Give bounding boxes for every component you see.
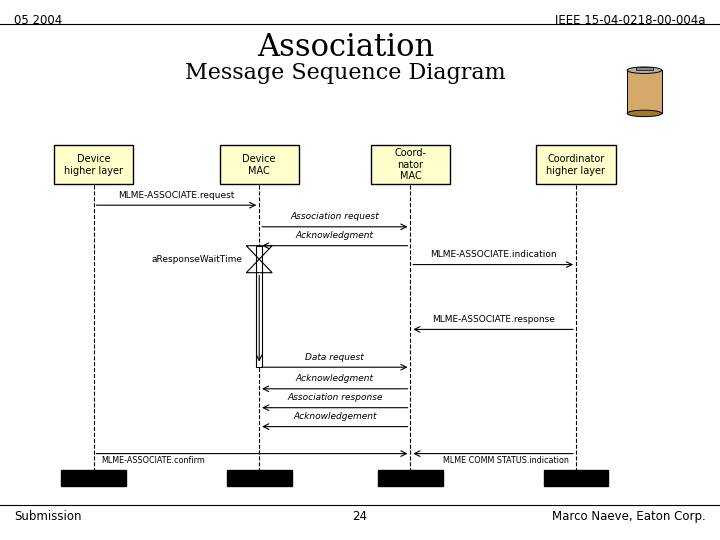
Text: Acknowledgment: Acknowledgment — [296, 374, 374, 383]
Text: Acknowledgment: Acknowledgment — [296, 231, 374, 240]
Ellipse shape — [627, 110, 662, 117]
Text: aResponseWaitTime: aResponseWaitTime — [152, 255, 243, 264]
Text: Device
higher layer: Device higher layer — [64, 154, 123, 176]
Text: Submission: Submission — [14, 510, 82, 523]
Bar — [256, 246, 262, 367]
Bar — [544, 470, 608, 486]
Text: MLME-ASSOCIATE.response: MLME-ASSOCIATE.response — [432, 315, 554, 324]
Ellipse shape — [627, 67, 662, 73]
Bar — [636, 67, 653, 70]
Text: IEEE 15-04-0218-00-004a: IEEE 15-04-0218-00-004a — [555, 14, 706, 26]
Text: 05 2004: 05 2004 — [14, 14, 63, 26]
Bar — [227, 470, 292, 486]
FancyBboxPatch shape — [371, 145, 450, 184]
Text: Data request: Data request — [305, 353, 364, 362]
Bar — [627, 70, 662, 113]
Text: Message Sequence Diagram: Message Sequence Diagram — [185, 62, 506, 84]
Text: 24: 24 — [353, 510, 367, 523]
Text: Device
MAC: Device MAC — [243, 154, 276, 176]
Text: MLME-ASSOCIATE.confirm: MLME-ASSOCIATE.confirm — [101, 456, 204, 465]
Bar — [378, 470, 443, 486]
Text: Marco Naeve, Eaton Corp.: Marco Naeve, Eaton Corp. — [552, 510, 706, 523]
Text: Coord-
nator
MAC: Coord- nator MAC — [395, 148, 426, 181]
Text: Association: Association — [257, 32, 434, 63]
Text: MLME COMM STATUS.indication: MLME COMM STATUS.indication — [443, 456, 569, 465]
FancyBboxPatch shape — [536, 145, 616, 184]
Text: MLME-ASSOCIATE.request: MLME-ASSOCIATE.request — [118, 191, 235, 200]
Text: Association request: Association request — [290, 212, 379, 221]
Text: Coordinator
higher layer: Coordinator higher layer — [546, 154, 606, 176]
Bar — [61, 470, 126, 486]
Text: MLME-ASSOCIATE.indication: MLME-ASSOCIATE.indication — [430, 250, 557, 259]
Text: Acknowledgement: Acknowledgement — [293, 412, 377, 421]
FancyBboxPatch shape — [220, 145, 299, 184]
Text: Association response: Association response — [287, 393, 382, 402]
FancyBboxPatch shape — [54, 145, 133, 184]
